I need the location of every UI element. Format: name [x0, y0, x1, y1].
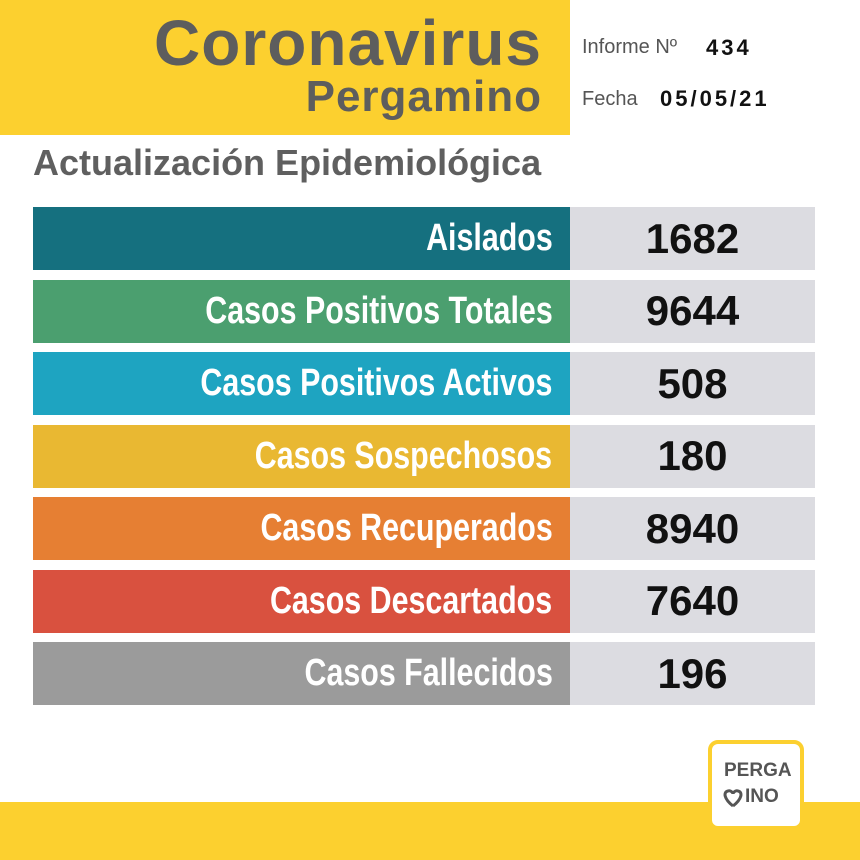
- stat-label: Casos Fallecidos: [304, 652, 553, 694]
- stat-label-box: Casos Sospechosos: [33, 424, 570, 488]
- stat-label-box: Casos Positivos Activos: [33, 352, 570, 415]
- stat-label-box: Casos Positivos Totales: [33, 279, 570, 343]
- logo: PERGA INO: [708, 740, 804, 830]
- date-label: Fecha: [582, 88, 638, 110]
- stat-label: Aislados: [425, 217, 553, 259]
- logo-heart: [723, 789, 743, 808]
- stat-row: Aislados 1682: [33, 207, 815, 270]
- stat-label-box: Casos Recuperados: [33, 497, 570, 560]
- stat-value: 1682: [570, 207, 815, 270]
- stat-value: 8940: [570, 497, 815, 560]
- title: Coronavirus: [154, 7, 542, 79]
- stat-label: Casos Positivos Activos: [200, 362, 553, 404]
- date: 05/05/21: [660, 86, 770, 111]
- subtitle: Pergamino: [305, 72, 542, 121]
- stat-label: Casos Sospechosos: [255, 434, 553, 477]
- logo-top: PERGA: [724, 760, 792, 781]
- logo-bottom: INO: [745, 786, 779, 807]
- stat-value: 180: [570, 424, 815, 488]
- stat-label: Casos Recuperados: [260, 507, 553, 549]
- stat-row: Casos Positivos Totales 9644: [33, 279, 815, 343]
- section-title: Actualización Epidemiológica: [33, 142, 542, 183]
- stat-label-box: Aislados: [33, 207, 570, 270]
- stat-label-box: Casos Fallecidos: [33, 642, 570, 705]
- stat-value: 9644: [570, 279, 815, 343]
- stat-value: 196: [570, 642, 815, 705]
- report-label: Informe Nº: [582, 36, 678, 58]
- stat-label: Casos Positivos Totales: [204, 289, 553, 332]
- stat-row: Casos Descartados 7640: [33, 569, 815, 633]
- stat-label-box: Casos Descartados: [33, 569, 570, 633]
- stat-row: Casos Fallecidos 196: [33, 642, 815, 705]
- stat-value: 508: [570, 352, 815, 415]
- stat-row: Casos Sospechosos 180: [33, 424, 815, 488]
- stat-value: 7640: [570, 569, 815, 633]
- stat-label: Casos Descartados: [270, 579, 553, 622]
- stat-row: Casos Positivos Activos 508: [33, 352, 815, 415]
- header-band: Coronavirus Pergamino: [0, 0, 570, 135]
- report-number: 434: [706, 35, 752, 60]
- stat-row: Casos Recuperados 8940: [33, 497, 815, 560]
